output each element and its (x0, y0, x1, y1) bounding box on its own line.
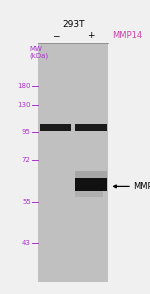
Text: MMP14: MMP14 (112, 31, 143, 40)
Text: MW
(kDa): MW (kDa) (29, 46, 48, 59)
Text: 180: 180 (17, 83, 31, 89)
Text: 72: 72 (22, 157, 31, 163)
Text: 130: 130 (17, 102, 31, 108)
Bar (75, 178, 107, 191)
Bar (75, 191, 104, 197)
Text: 95: 95 (22, 129, 31, 136)
Text: +: + (87, 31, 94, 40)
Text: −: − (52, 31, 59, 40)
Bar (75, 124, 107, 131)
Bar (40, 124, 71, 131)
Text: MMP14: MMP14 (134, 182, 150, 191)
Bar (38, 43, 108, 282)
Text: 55: 55 (22, 199, 31, 205)
Text: 293T: 293T (62, 20, 84, 29)
Text: 43: 43 (22, 240, 31, 246)
Bar (75, 171, 107, 178)
